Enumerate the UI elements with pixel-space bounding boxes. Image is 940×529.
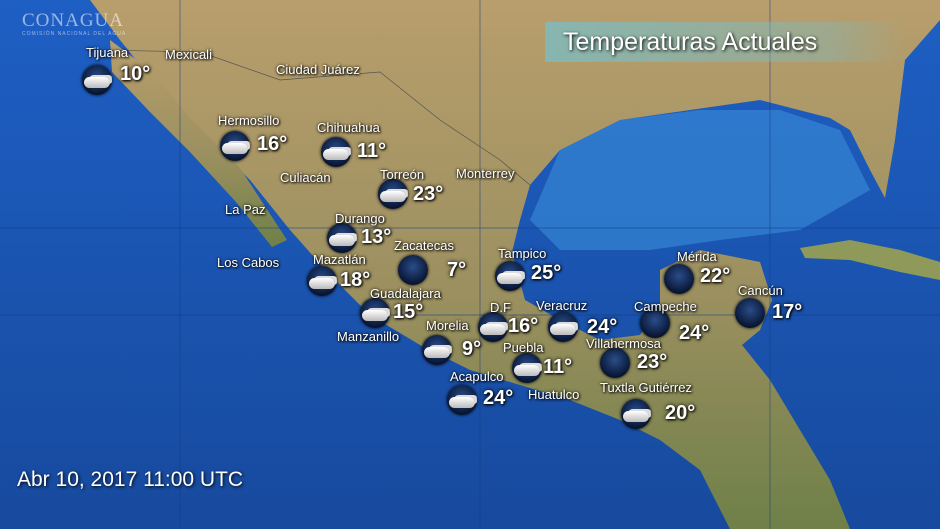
station-temperature: 11° <box>543 356 573 378</box>
logo-name: CONAGUA <box>22 10 124 31</box>
cloudy-night-icon <box>478 312 508 342</box>
station-temperature: 9° <box>462 338 482 360</box>
cloudy-night-icon <box>321 137 351 167</box>
station-temperature: 24° <box>679 322 710 344</box>
station-temperature: 13° <box>361 226 392 248</box>
logo-subtitle: COMISIÓN NACIONAL DEL AGUA <box>22 31 127 37</box>
clear-night-icon <box>735 298 765 328</box>
station-name: Tampico <box>498 246 547 261</box>
place-label: Monterrey <box>456 166 515 181</box>
station-name: Campeche <box>634 299 697 314</box>
mainland <box>55 0 940 529</box>
map-title: Temperaturas Actuales <box>545 22 905 62</box>
cloudy-night-icon <box>327 223 357 253</box>
station-temperature: 24° <box>483 387 514 409</box>
cloudy-night-icon <box>447 385 477 415</box>
station-temperature: 10° <box>120 63 151 85</box>
station-name: Tuxtla Gutiérrez <box>600 380 692 395</box>
clear-night-icon <box>664 264 694 294</box>
station-temperature: 20° <box>665 402 696 424</box>
station-name: Chihuahua <box>317 120 380 135</box>
station-temperature: 7° <box>447 259 467 281</box>
station-name: Torreón <box>380 167 425 182</box>
place-label: Mexicali <box>165 47 212 62</box>
place-label: Culiacán <box>280 170 331 185</box>
cloudy-night-icon <box>512 353 542 383</box>
cloudy-night-icon <box>82 65 112 95</box>
station-temperature: 24° <box>587 316 618 338</box>
cloudy-night-icon <box>621 399 651 429</box>
place-label: Ciudad Juárez <box>276 62 360 77</box>
cuba <box>800 240 940 280</box>
station-name: Guadalajara <box>370 286 441 301</box>
gulf-shelf <box>530 110 870 250</box>
place-label: Manzanillo <box>337 329 400 344</box>
station-name: D.F <box>490 300 511 315</box>
place-label: Huatulco <box>528 387 580 402</box>
station-name: Durango <box>335 211 385 226</box>
station-name: Veracruz <box>536 298 588 313</box>
clear-night-icon <box>398 255 428 285</box>
clear-night-icon <box>600 348 630 378</box>
station-temperature: 16° <box>508 315 539 337</box>
cloudy-night-icon <box>220 131 250 161</box>
station-temperature: 15° <box>393 301 424 323</box>
cloudy-night-icon <box>422 335 452 365</box>
cloudy-night-icon <box>495 261 525 291</box>
station-name: Morelia <box>426 318 469 333</box>
station-temperature: 16° <box>257 133 288 155</box>
station-temperature: 18° <box>340 269 371 291</box>
station-name: Puebla <box>503 340 544 355</box>
timestamp: Abr 10, 2017 11:00 UTC <box>17 468 244 491</box>
baja-california <box>110 40 287 247</box>
conagua-logo: CONAGUA COMISIÓN NACIONAL DEL AGUA <box>22 10 126 37</box>
cloudy-night-icon <box>548 312 578 342</box>
station-name: Mazatlán <box>313 252 366 267</box>
clear-night-icon <box>640 308 670 338</box>
station-name: Acapulco <box>450 369 504 384</box>
station-name: Cancún <box>738 283 783 298</box>
station-temperature: 23° <box>413 183 444 205</box>
station-temperature: 17° <box>772 301 803 323</box>
station-temperature: 22° <box>700 265 731 287</box>
station-temperature: 11° <box>357 140 387 162</box>
station-name: Zacatecas <box>394 238 454 253</box>
place-label: Los Cabos <box>217 255 280 270</box>
cloudy-night-icon <box>378 179 408 209</box>
station-name: Hermosillo <box>218 113 280 128</box>
station-temperature: 23° <box>637 351 668 373</box>
place-label: La Paz <box>225 202 266 217</box>
cloudy-night-icon <box>360 298 390 328</box>
station-name: Mérida <box>677 249 717 264</box>
cloudy-night-icon <box>307 266 337 296</box>
station-temperature: 25° <box>531 262 562 284</box>
station-name: Tijuana <box>86 45 129 60</box>
station-name: Villahermosa <box>586 336 661 351</box>
